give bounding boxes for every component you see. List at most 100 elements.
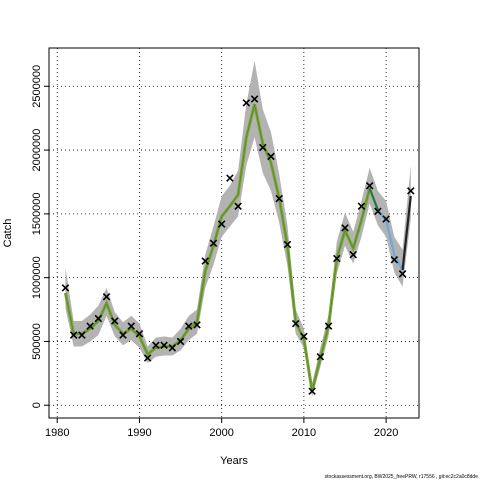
observed-point [300, 332, 308, 341]
observed-point-stroke [291, 319, 300, 328]
observed-point [324, 322, 333, 330]
retro-line-2 [377, 209, 404, 271]
observed-point [283, 240, 292, 249]
observed-point [374, 207, 382, 216]
observed-point-stroke [127, 322, 135, 330]
y-tick-label: 500000 [31, 323, 43, 360]
observed-point [217, 220, 226, 228]
observed-point-stroke [324, 322, 333, 330]
observed-point [168, 344, 177, 352]
observed-point-stroke [365, 182, 374, 190]
observed-point [119, 331, 127, 339]
observed-point-stroke [407, 187, 415, 195]
observed-point [176, 337, 185, 346]
observed-point-stroke [398, 270, 407, 278]
observed-point-stroke [61, 284, 70, 292]
y-axis-label: Catch [2, 219, 14, 248]
observed-point [135, 330, 144, 338]
observed-point [78, 331, 86, 339]
observed-point [226, 174, 234, 182]
y-tick-label: 0 [31, 402, 43, 408]
observed-point-stroke [152, 341, 160, 350]
observed-point-stroke [94, 314, 103, 323]
x-axis: 1980 1990 2000 2010 2020 [45, 418, 398, 439]
estimated-line-core [65, 104, 371, 392]
observed-point [365, 182, 374, 190]
observed-point [382, 215, 390, 223]
observed-point-stroke [185, 322, 193, 330]
observed-point-stroke [69, 331, 78, 339]
observed-point [398, 270, 407, 278]
y-tick-label: 1500000 [31, 192, 43, 235]
y-axis: 0 500000 1000000 1500000 2000000 2500000 [31, 65, 49, 408]
observed-point-stroke [349, 250, 357, 259]
observed-point [69, 331, 78, 339]
footer-credit: stockassessment.org, BW2025_freePRW, r17… [325, 474, 479, 480]
observed-point [407, 187, 415, 195]
observed-point [152, 341, 160, 350]
retro-line-3 [401, 195, 412, 271]
observed-point [275, 194, 283, 203]
observed-points [61, 95, 415, 395]
observed-point [242, 99, 251, 107]
observed-point [86, 322, 94, 330]
observed-point [316, 352, 325, 361]
observed-point [349, 250, 357, 259]
observed-point [102, 293, 111, 301]
observed-point-stroke [333, 254, 341, 263]
observed-point [341, 224, 349, 232]
observed-point-stroke [201, 257, 209, 265]
observed-point [259, 143, 267, 152]
observed-point-stroke [234, 202, 242, 210]
observed-point [127, 322, 135, 330]
retro-line-1 [368, 187, 379, 211]
observed-point [291, 319, 300, 328]
confidence-band [65, 60, 411, 397]
observed-point-stroke [86, 322, 94, 330]
y-tick-label: 2000000 [31, 129, 43, 172]
observed-point-stroke [168, 344, 177, 352]
observed-point [111, 317, 119, 325]
x-tick-label: 2020 [374, 427, 398, 439]
observed-point [390, 256, 399, 264]
y-tick-label: 2500000 [31, 65, 43, 108]
observed-point-stroke [300, 332, 308, 341]
observed-point-stroke [143, 354, 152, 362]
observed-point [193, 321, 201, 329]
x-axis-label: Years [220, 455, 248, 467]
x-tick-label: 1980 [45, 427, 69, 439]
observed-point-stroke [283, 240, 292, 249]
observed-point [143, 354, 152, 362]
observed-point-stroke [374, 207, 382, 216]
observed-point [250, 95, 259, 103]
observed-point-stroke [382, 215, 390, 223]
observed-point-stroke [250, 95, 259, 103]
observed-point-stroke [135, 330, 144, 338]
x-tick-label: 2000 [209, 427, 233, 439]
grid [49, 48, 419, 418]
observed-point [357, 202, 366, 210]
observed-point-stroke [316, 352, 325, 361]
observed-point-stroke [357, 202, 366, 210]
y-tick-label: 1000000 [31, 256, 43, 299]
observed-point-stroke [217, 220, 226, 228]
observed-point [267, 152, 275, 161]
observed-point-stroke [176, 337, 185, 346]
observed-point-stroke [193, 321, 201, 329]
observed-point-stroke [119, 331, 127, 339]
observed-point [160, 341, 168, 350]
x-tick-label: 1990 [127, 427, 151, 439]
plot-frame [48, 47, 420, 419]
observed-point-stroke [341, 224, 349, 232]
confidence-band-area [65, 60, 411, 397]
observed-point [333, 254, 341, 263]
observed-point-stroke [308, 387, 316, 395]
x-tick-label: 2010 [292, 427, 316, 439]
observed-point-stroke [226, 174, 234, 182]
observed-point [94, 314, 103, 323]
observed-point-stroke [160, 341, 168, 350]
observed-point-stroke [267, 152, 275, 161]
observed-point-stroke [390, 256, 399, 264]
observed-point-stroke [259, 143, 267, 152]
